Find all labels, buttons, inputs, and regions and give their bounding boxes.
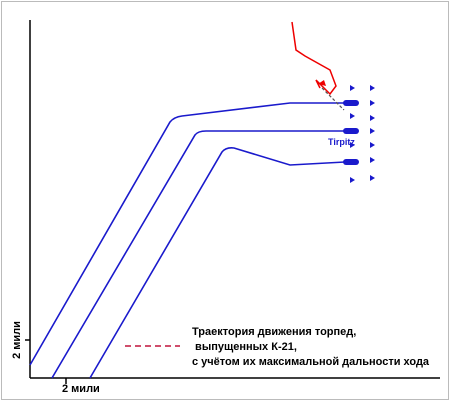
trajectory (29, 102, 345, 366)
frame (1, 1, 449, 400)
ship-label: Tirpitz (328, 137, 355, 147)
markers (350, 85, 375, 183)
submarine (318, 80, 326, 86)
ship (343, 128, 359, 134)
x-axis-label: 2 мили (62, 383, 100, 395)
submarine-track (291, 21, 337, 96)
legend-text: Траектория движения торпед, (192, 326, 356, 338)
escort-markers (350, 85, 375, 183)
y-axis-label: 2 мили (11, 321, 23, 359)
axes (25, 20, 440, 384)
ship (343, 159, 359, 165)
ships (343, 100, 359, 165)
legend-text: выпущенных К-21, (192, 341, 297, 353)
ship (343, 100, 359, 106)
legend-text: с учётом их максимальной дальности хода (192, 356, 430, 368)
torpedo-path (321, 87, 345, 111)
trajectory (51, 130, 345, 379)
trajectory (89, 147, 346, 379)
trajectories (29, 102, 346, 379)
